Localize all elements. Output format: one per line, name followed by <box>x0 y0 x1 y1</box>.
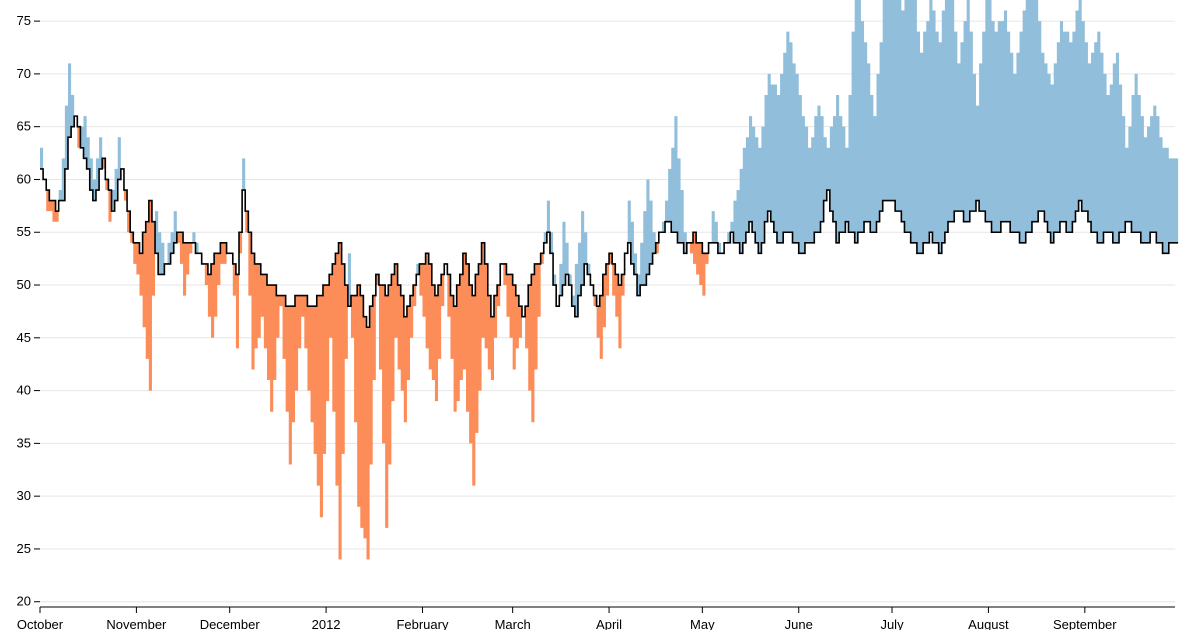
normal-line-layer <box>40 115 1179 329</box>
y-tick-label: 40 <box>17 383 31 398</box>
above-normal-area <box>40 0 1179 328</box>
y-axis: 20 25 30 35 40 45 50 55 60 65 70 75 <box>17 13 40 609</box>
x-tick-label: June <box>785 617 813 630</box>
x-tick-label: December <box>200 617 261 630</box>
x-tick-label: April <box>596 617 622 630</box>
x-axis: October November December 2012 February March… <box>17 606 1175 630</box>
y-tick-label: 55 <box>17 224 31 239</box>
x-tick-label: February <box>396 617 449 630</box>
x-tick-label: July <box>880 617 904 630</box>
x-tick-label: August <box>968 617 1009 630</box>
y-tick-label: 30 <box>17 488 31 503</box>
normal-line <box>40 115 1179 329</box>
y-tick-label: 45 <box>17 330 31 345</box>
difference-areas <box>40 0 1179 560</box>
x-tick-label: May <box>690 617 715 630</box>
y-tick-label: 35 <box>17 435 31 450</box>
y-tick-label: 75 <box>17 13 31 28</box>
x-tick-label: September <box>1053 617 1117 630</box>
y-tick-label: 60 <box>17 171 31 186</box>
y-tick-label: 65 <box>17 119 31 134</box>
y-tick-label: 70 <box>17 66 31 81</box>
y-tick-label: 50 <box>17 277 31 292</box>
y-tick-label: 20 <box>17 594 31 609</box>
y-tick-label: 25 <box>17 541 31 556</box>
x-tick-label: March <box>495 617 531 630</box>
x-tick-label: October <box>17 617 64 630</box>
below-normal-area <box>40 116 1179 560</box>
x-tick-label: 2012 <box>312 617 341 630</box>
x-tick-label: November <box>106 617 167 630</box>
